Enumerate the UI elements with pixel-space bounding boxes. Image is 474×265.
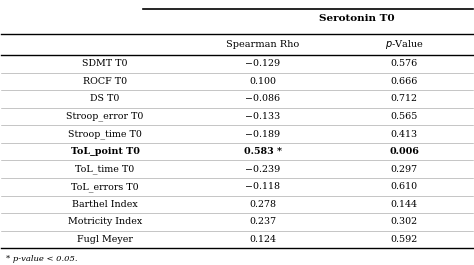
Text: 0.712: 0.712 [391, 94, 418, 103]
Text: Stroop_time T0: Stroop_time T0 [68, 129, 142, 139]
Text: 0.583 *: 0.583 * [244, 147, 282, 156]
Text: −0.129: −0.129 [246, 59, 281, 68]
Text: 0.413: 0.413 [391, 130, 418, 139]
Text: Motricity Index: Motricity Index [68, 218, 142, 226]
Text: −0.118: −0.118 [246, 182, 281, 191]
Text: 0.576: 0.576 [391, 59, 418, 68]
Text: 0.124: 0.124 [249, 235, 276, 244]
Text: 0.297: 0.297 [391, 165, 418, 174]
Text: −0.189: −0.189 [246, 130, 281, 139]
Text: ToL_errors T0: ToL_errors T0 [71, 182, 139, 192]
Text: Fugl Meyer: Fugl Meyer [77, 235, 133, 244]
Text: Stroop_error T0: Stroop_error T0 [66, 112, 144, 121]
Text: 0.278: 0.278 [249, 200, 276, 209]
Text: ROCF T0: ROCF T0 [83, 77, 127, 86]
Text: 0.565: 0.565 [391, 112, 418, 121]
Text: 0.302: 0.302 [391, 218, 418, 226]
Text: ToL_point T0: ToL_point T0 [71, 147, 139, 156]
Text: * p-value < 0.05.: * p-value < 0.05. [6, 255, 78, 263]
Text: Serotonin T0: Serotonin T0 [319, 14, 395, 23]
Text: −0.133: −0.133 [245, 112, 281, 121]
Text: −0.239: −0.239 [245, 165, 281, 174]
Text: $p$-Value: $p$-Value [385, 38, 424, 51]
Text: 0.666: 0.666 [391, 77, 418, 86]
Text: 0.237: 0.237 [249, 218, 276, 226]
Text: Barthel Index: Barthel Index [72, 200, 138, 209]
Text: 0.592: 0.592 [391, 235, 418, 244]
Text: Spearman Rho: Spearman Rho [226, 40, 300, 49]
Text: −0.086: −0.086 [246, 94, 281, 103]
Text: SDMT T0: SDMT T0 [82, 59, 128, 68]
Text: 0.006: 0.006 [389, 147, 419, 156]
Text: 0.610: 0.610 [391, 182, 418, 191]
Text: ToL_time T0: ToL_time T0 [75, 164, 135, 174]
Text: 0.144: 0.144 [391, 200, 418, 209]
Text: DS T0: DS T0 [91, 94, 120, 103]
Text: 0.100: 0.100 [249, 77, 276, 86]
